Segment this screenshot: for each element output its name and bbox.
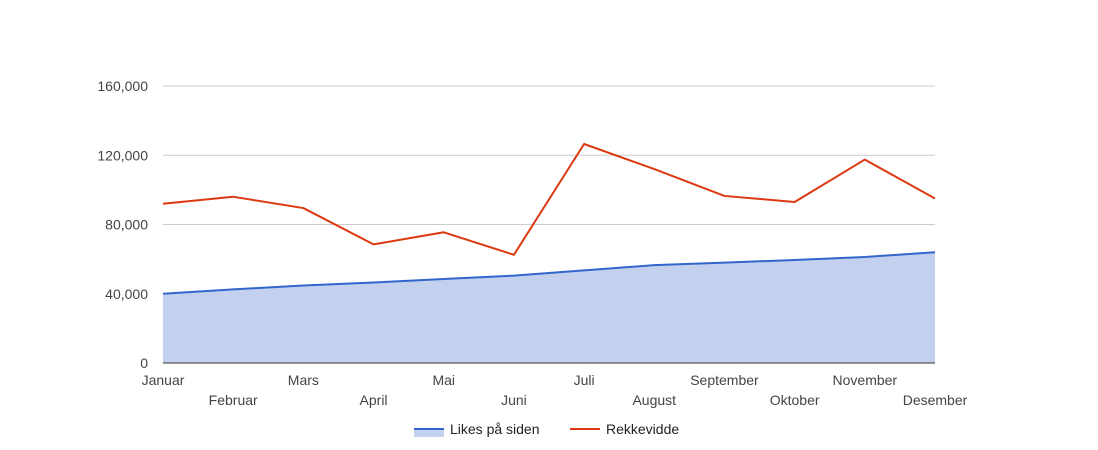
x-tick-label: Februar xyxy=(209,392,258,408)
legend-label: Rekkevidde xyxy=(606,421,679,437)
legend-swatch xyxy=(414,429,444,437)
y-tick-label: 80,000 xyxy=(105,217,148,233)
x-tick-label: September xyxy=(690,372,759,388)
x-tick-label: Desember xyxy=(903,392,968,408)
x-tick-label: Juli xyxy=(574,372,595,388)
legend-item[interactable]: Rekkevidde xyxy=(570,421,679,437)
legend-item[interactable]: Likes på siden xyxy=(414,421,540,437)
x-tick-label: November xyxy=(833,372,898,388)
area-fill xyxy=(163,252,935,363)
x-tick-label: August xyxy=(632,392,676,408)
series-reach xyxy=(162,142,936,256)
series-layer xyxy=(162,142,936,363)
y-tick-label: 0 xyxy=(140,355,148,371)
x-tick-label: Oktober xyxy=(770,392,820,408)
legend: Likes på siden Rekkevidde xyxy=(414,421,679,437)
x-tick-label: Mai xyxy=(432,372,455,388)
legend-label: Likes på siden xyxy=(450,421,540,437)
x-tick-label: Mars xyxy=(288,372,319,388)
x-tick-label: Juni xyxy=(501,392,527,408)
series-likes xyxy=(162,251,936,363)
y-axis-tick-labels: 0 40,000 80,000 120,000 160,000 xyxy=(97,78,148,371)
x-tick-label: Januar xyxy=(142,372,185,388)
series-line xyxy=(162,142,936,256)
series-line xyxy=(162,251,936,295)
x-tick-label: April xyxy=(360,392,388,408)
y-tick-label: 160,000 xyxy=(97,78,148,94)
y-tick-label: 40,000 xyxy=(105,286,148,302)
y-tick-label: 120,000 xyxy=(97,147,148,163)
x-axis-category-labels: Januar Februar Mars April Mai Juni Juli August S… xyxy=(142,372,968,408)
